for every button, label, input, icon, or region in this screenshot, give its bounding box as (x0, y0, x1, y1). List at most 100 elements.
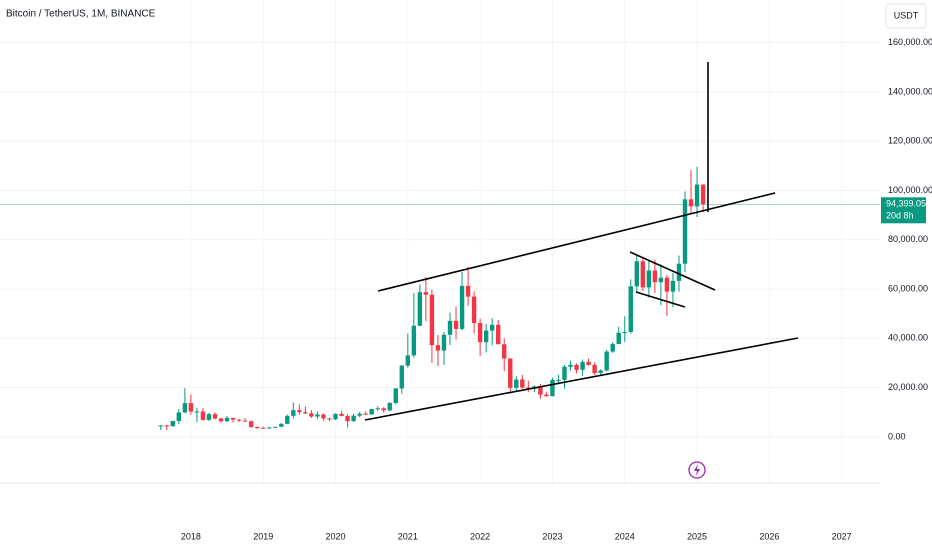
x-tick-label: 2026 (759, 531, 779, 541)
axes: 0.00 20,000.00 40,000.00 60,000.00 80,000.00… (181, 37, 932, 541)
candle-body (339, 413, 344, 416)
candle-body (333, 413, 338, 420)
candle-body (218, 418, 224, 422)
candle-body (303, 412, 308, 414)
trend-lines (364, 62, 799, 421)
candle-body (586, 361, 591, 365)
candle-body (580, 361, 585, 370)
x-tick-label: 2027 (832, 531, 852, 541)
candles (158, 166, 706, 431)
candle-body (465, 285, 471, 297)
candle-body (598, 370, 603, 374)
grid (0, 42, 880, 438)
candle-body (562, 366, 567, 380)
candle-body (556, 379, 561, 381)
candle-body (538, 386, 543, 395)
candle-body (483, 330, 489, 343)
candle-body (423, 292, 429, 295)
x-tick-label: 2022 (470, 531, 490, 541)
candle-body (254, 426, 260, 428)
countdown-label: 20d 8h (886, 211, 914, 221)
candle-body (399, 365, 404, 389)
candle-body (345, 415, 350, 422)
price-axis (880, 0, 932, 550)
candle-body (496, 324, 501, 345)
candle-body (236, 419, 242, 421)
candle-body (285, 415, 290, 424)
y-tick-label: 20,000.00 (888, 382, 928, 392)
candle-body (628, 286, 633, 333)
candle-body (616, 332, 621, 344)
candle-body (327, 418, 332, 420)
x-tick-label: 2024 (615, 531, 635, 541)
candle-body (574, 364, 579, 370)
candle-body (158, 425, 163, 427)
candle-body (375, 408, 380, 410)
candle-body (694, 184, 700, 207)
candle-body (429, 294, 435, 346)
indicator-icon[interactable] (688, 461, 706, 479)
candle-body (700, 184, 706, 205)
candle-body (267, 427, 272, 429)
x-tick-label: 2023 (542, 531, 562, 541)
candle-body (351, 415, 356, 422)
candle-body (381, 408, 386, 411)
candle-body (640, 261, 646, 288)
trend-line (629, 251, 716, 291)
candle-body (315, 414, 320, 417)
candle-body (200, 411, 206, 420)
candle-body (248, 421, 254, 427)
candle-body (471, 296, 477, 324)
candle-body (321, 414, 326, 419)
candle-body (670, 280, 676, 292)
x-tick-label: 2019 (253, 531, 273, 541)
candle-body (309, 413, 314, 417)
candle-body (357, 413, 362, 416)
candle-body (604, 351, 609, 371)
candle-body (646, 270, 652, 288)
candle-body (182, 403, 188, 413)
y-tick-label: 0.00 (888, 431, 906, 441)
candle-body (550, 379, 555, 397)
candle-body (520, 379, 525, 388)
last-price-label: 94,399.05 (886, 199, 926, 209)
y-tick-label: 140,000.00 (888, 86, 932, 96)
candle-body (206, 414, 212, 420)
trend-line (364, 337, 799, 421)
candle-body (489, 324, 495, 331)
candle-body (459, 285, 465, 329)
candle-body (514, 379, 519, 388)
candle-body (242, 420, 248, 422)
candle-body (291, 410, 296, 416)
candle-body (658, 277, 664, 283)
candle-body (405, 355, 411, 366)
candle-body (477, 323, 483, 343)
candle-body (664, 277, 670, 292)
candle-body (164, 425, 169, 427)
chart-title: Bitcoin / TetherUS, 1M, BINANCE (6, 9, 156, 20)
candle-body (188, 403, 194, 412)
candle-body (568, 364, 573, 367)
candle-body (453, 320, 459, 329)
candle-body (297, 410, 302, 413)
currency-button[interactable] (885, 3, 927, 29)
candle-body (447, 320, 453, 335)
y-tick-label: 60,000.00 (888, 283, 928, 293)
trend-line (377, 192, 776, 292)
x-tick-label: 2020 (325, 531, 345, 541)
currency[interactable]: USDT (894, 10, 919, 20)
candle-body (212, 414, 218, 419)
x-tick-label: 2021 (398, 531, 418, 541)
candle-body (676, 263, 682, 281)
candle-body (273, 426, 278, 428)
y-tick-label: 160,000.00 (888, 37, 932, 47)
candle-body (224, 417, 230, 422)
candle-body (502, 344, 507, 359)
candle-body (441, 334, 447, 351)
candle-body (369, 409, 374, 415)
y-tick-label: 80,000.00 (888, 234, 928, 244)
candle-body (230, 417, 236, 420)
trend-line (635, 291, 686, 308)
last-price-box (881, 197, 926, 224)
